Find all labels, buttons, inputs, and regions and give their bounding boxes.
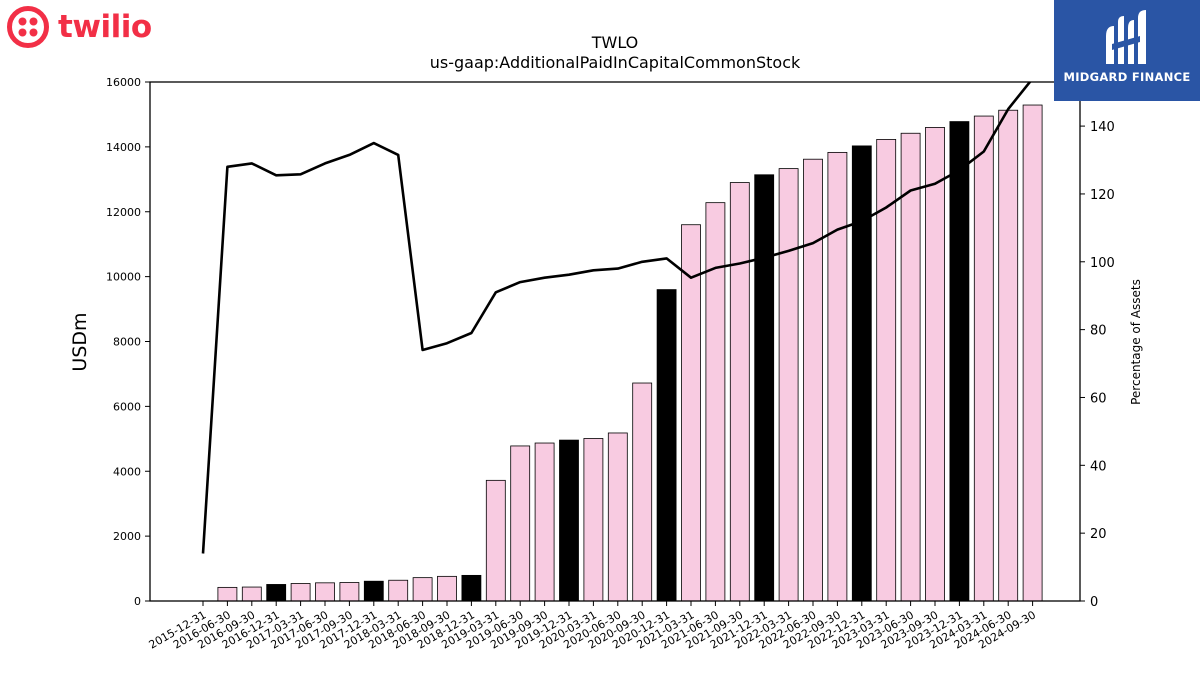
bar — [803, 158, 823, 602]
bar — [510, 445, 531, 602]
bar — [266, 584, 287, 602]
y2-tick-label: 60 — [1090, 391, 1107, 406]
bar — [534, 442, 555, 602]
y2-tick-label: 80 — [1090, 324, 1107, 339]
bar — [827, 151, 848, 602]
y-tick-label: 4000 — [113, 465, 141, 478]
bar — [339, 582, 360, 602]
bar — [290, 583, 311, 602]
y-tick-label: 6000 — [113, 400, 141, 413]
twilio-mark-icon — [7, 6, 49, 48]
bar — [412, 577, 433, 602]
bar — [851, 145, 872, 602]
y-tick-label: 2000 — [113, 530, 141, 543]
midgard-mark-icon — [1106, 10, 1146, 64]
y-tick-label: 12000 — [106, 206, 141, 219]
bar — [607, 432, 628, 602]
y2-tick-label: 20 — [1090, 527, 1107, 542]
y2-axis-label: Percentage of Assets — [1129, 279, 1143, 405]
y2-tick-label: 140 — [1090, 120, 1115, 135]
bar — [705, 202, 726, 602]
y-tick-label: 0 — [134, 595, 141, 608]
bar — [973, 115, 994, 602]
bar — [632, 382, 653, 602]
y2-tick-label: 100 — [1090, 256, 1115, 271]
y2-tick-label: 120 — [1090, 188, 1115, 203]
y2-tick-label: 0 — [1090, 595, 1098, 610]
y-axis-label: USDm — [69, 312, 91, 371]
bar — [461, 574, 482, 602]
bar — [363, 580, 384, 602]
bar — [485, 479, 506, 602]
midgard-finance-logo: MIDGARD FINANCE — [1054, 0, 1200, 101]
bar — [998, 109, 1019, 602]
bar — [388, 579, 409, 602]
bar — [315, 582, 335, 602]
bar — [925, 127, 945, 602]
bar — [583, 438, 604, 602]
bar — [778, 168, 799, 602]
twilio-logo: twilio — [6, 5, 152, 49]
bar — [559, 439, 579, 602]
bar — [437, 575, 457, 602]
bar — [754, 174, 775, 602]
bar — [217, 586, 238, 602]
bar — [656, 289, 677, 602]
y2-tick-label: 40 — [1090, 459, 1107, 474]
twilio-wordmark: twilio — [58, 9, 152, 45]
y-tick-label: 14000 — [106, 141, 141, 154]
y-tick-label: 16000 — [106, 76, 141, 89]
bar — [241, 586, 262, 602]
line-series — [201, 82, 1032, 554]
y-tick-label: 10000 — [106, 271, 141, 284]
bar — [949, 121, 970, 602]
chart-subtitle: us-gaap:AdditionalPaidInCapitalCommonSto… — [430, 53, 801, 72]
bar — [900, 132, 921, 602]
y-tick-label: 8000 — [113, 336, 141, 349]
midgard-wordmark: MIDGARD FINANCE — [1063, 70, 1191, 84]
bar — [729, 182, 750, 602]
chart-title: TWLO — [591, 33, 639, 52]
bar — [681, 224, 701, 602]
bar — [1022, 104, 1043, 602]
